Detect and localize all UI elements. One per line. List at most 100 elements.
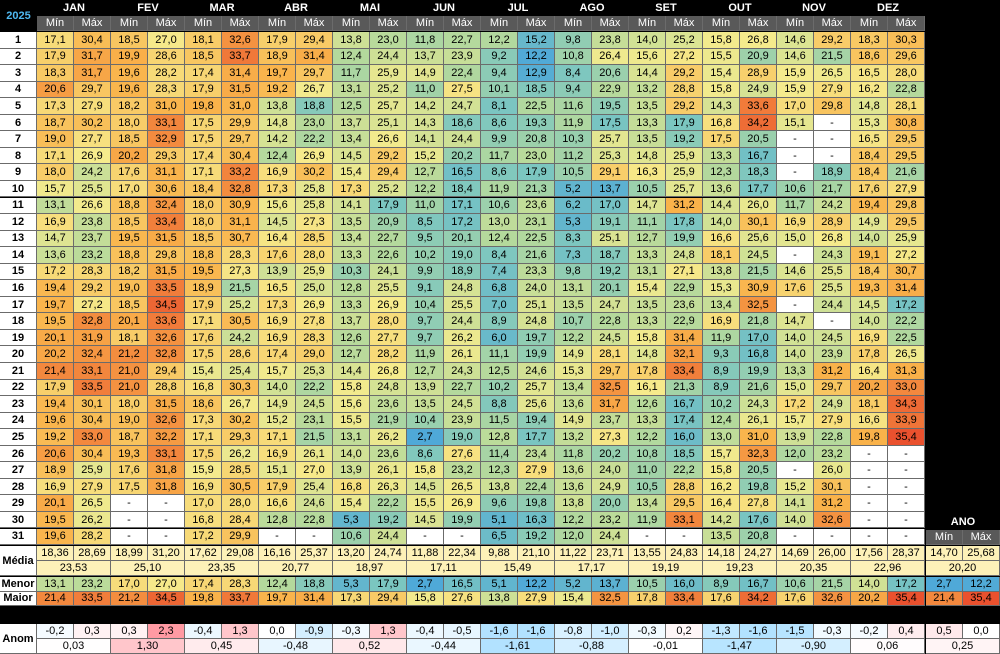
day-label: 30 (0, 511, 37, 529)
month-header: JAN (37, 0, 111, 16)
temp-cell: 19,8 (185, 98, 222, 115)
temp-cell: 21,0 (111, 363, 148, 380)
anomaly-cell: -1,6 (481, 624, 518, 639)
temp-cell: 18,7 (37, 114, 74, 132)
temp-cell: 27,9 (888, 180, 925, 198)
anomaly-avg-cell: -0,88 (555, 639, 629, 654)
sub-header: Máx (444, 16, 481, 31)
temp-cell: 16,9 (851, 329, 888, 347)
temp-cell: 26,8 (740, 32, 777, 49)
temp-cell: 21,5 (296, 429, 333, 446)
temp-cell: 23,0 (370, 32, 407, 49)
temp-cell: 10,5 (629, 180, 666, 198)
temp-cell: 29,0 (296, 346, 333, 363)
temp-cell: 11,7 (481, 147, 518, 165)
temp-cell: 27,2 (666, 48, 703, 66)
temp-cell: 17,9 (185, 81, 222, 99)
extreme-cell: 17,8 (629, 591, 666, 606)
temp-cell: 12,2 (481, 32, 518, 49)
temp-cell: 31,5 (148, 263, 185, 281)
temp-cell: 13,1 (555, 280, 592, 297)
temp-cell: 24,6 (518, 363, 555, 380)
temp-cell: 17,9 (259, 32, 296, 49)
temp-cell: 22,2 (370, 495, 407, 512)
anomaly-avg-cell: 1,30 (111, 639, 185, 654)
temp-cell: 18,5 (185, 230, 222, 248)
temp-cell: 18,4 (185, 180, 222, 198)
temp-cell: 18,1 (851, 396, 888, 413)
temp-cell: 26,1 (740, 412, 777, 430)
temp-cell: 13,7 (407, 48, 444, 66)
temp-cell: 20,6 (37, 445, 74, 463)
temp-cell: 13,8 (333, 32, 370, 49)
temp-cell: 19,3 (111, 445, 148, 463)
temp-cell: 24,9 (740, 81, 777, 99)
extreme-cell: 5,1 (481, 577, 518, 592)
temp-cell: 16,3 (629, 164, 666, 181)
temp-cell: 21,6 (740, 379, 777, 397)
temp-cell: 10,1 (481, 81, 518, 99)
temp-cell: 26,8 (814, 230, 851, 248)
extreme-cell: 17,6 (777, 591, 814, 606)
extreme-cell: 15,8 (407, 591, 444, 606)
temp-cell: 18,0 (185, 197, 222, 215)
anomaly-avg-cell: 0,06 (851, 639, 925, 654)
temp-cell: 13,0 (481, 214, 518, 231)
anomaly-cell: 1,3 (370, 624, 407, 639)
temp-cell: 27,0 (148, 32, 185, 49)
temp-cell: 28,0 (370, 313, 407, 330)
temp-cell: 31,2 (814, 363, 851, 380)
extreme-cell: 17,4 (185, 577, 222, 592)
temp-cell: 16,8 (185, 511, 222, 529)
temp-cell: 12,4 (259, 147, 296, 165)
temp-cell: 32,8 (74, 313, 111, 330)
extreme-cell: 18,8 (296, 577, 333, 592)
extreme-cell: 5,2 (555, 577, 592, 592)
temp-cell: 27,0 (296, 462, 333, 479)
temp-cell: 10,2 (703, 396, 740, 413)
sub-header: Mín (259, 16, 296, 31)
temp-cell: 28,3 (296, 329, 333, 347)
temp-cell: 13,5 (555, 296, 592, 314)
extreme-cell: 17,0 (111, 577, 148, 592)
temp-cell: 25,3 (592, 147, 629, 165)
day-label: 2 (0, 48, 37, 66)
temp-cell: 26,2 (444, 329, 481, 347)
temp-cell: 17,0 (592, 197, 629, 215)
temp-cell: 17,5 (185, 114, 222, 132)
temp-cell: 33,1 (148, 445, 185, 463)
temp-cell: 17,5 (592, 114, 629, 132)
temp-cell: 35,4 (888, 429, 925, 446)
temp-cell: 16,9 (259, 329, 296, 347)
temp-cell: 12,7 (407, 363, 444, 380)
temp-cell: 19,7 (259, 65, 296, 82)
temp-cell: 15,4 (629, 280, 666, 297)
temp-cell: - (148, 511, 185, 529)
temp-cell: 18,4 (851, 164, 888, 181)
extreme-cell: 29,4 (370, 591, 407, 606)
day-label: 28 (0, 478, 37, 496)
temp-cell: 12,2 (518, 48, 555, 66)
temp-cell: 8,6 (481, 114, 518, 132)
temp-cell: 18,2 (111, 263, 148, 281)
temp-cell: 11,0 (407, 197, 444, 215)
mean-avg-cell: 20,20 (926, 561, 1000, 576)
temp-cell: 25,9 (370, 65, 407, 82)
temp-cell: 17,9 (37, 48, 74, 66)
temp-cell: 21,3 (666, 379, 703, 397)
temp-cell: 33,1 (148, 114, 185, 132)
temp-cell: 13,5 (407, 396, 444, 413)
extreme-cell: 12,2 (518, 577, 555, 592)
temp-cell: 13,7 (333, 114, 370, 132)
temp-cell: 20,5 (740, 462, 777, 479)
temp-cell: 33,5 (74, 379, 111, 397)
temp-cell: 28,0 (888, 65, 925, 82)
temp-cell: 29,7 (222, 131, 259, 148)
temp-cell: 17,4 (666, 412, 703, 430)
temp-cell: 25,7 (666, 180, 703, 198)
temp-cell: 22,2 (296, 379, 333, 397)
temp-cell: 19,2 (37, 429, 74, 446)
temp-cell: 16,0 (666, 429, 703, 446)
temp-cell: 13,6 (555, 396, 592, 413)
temp-cell: 30,7 (222, 230, 259, 248)
